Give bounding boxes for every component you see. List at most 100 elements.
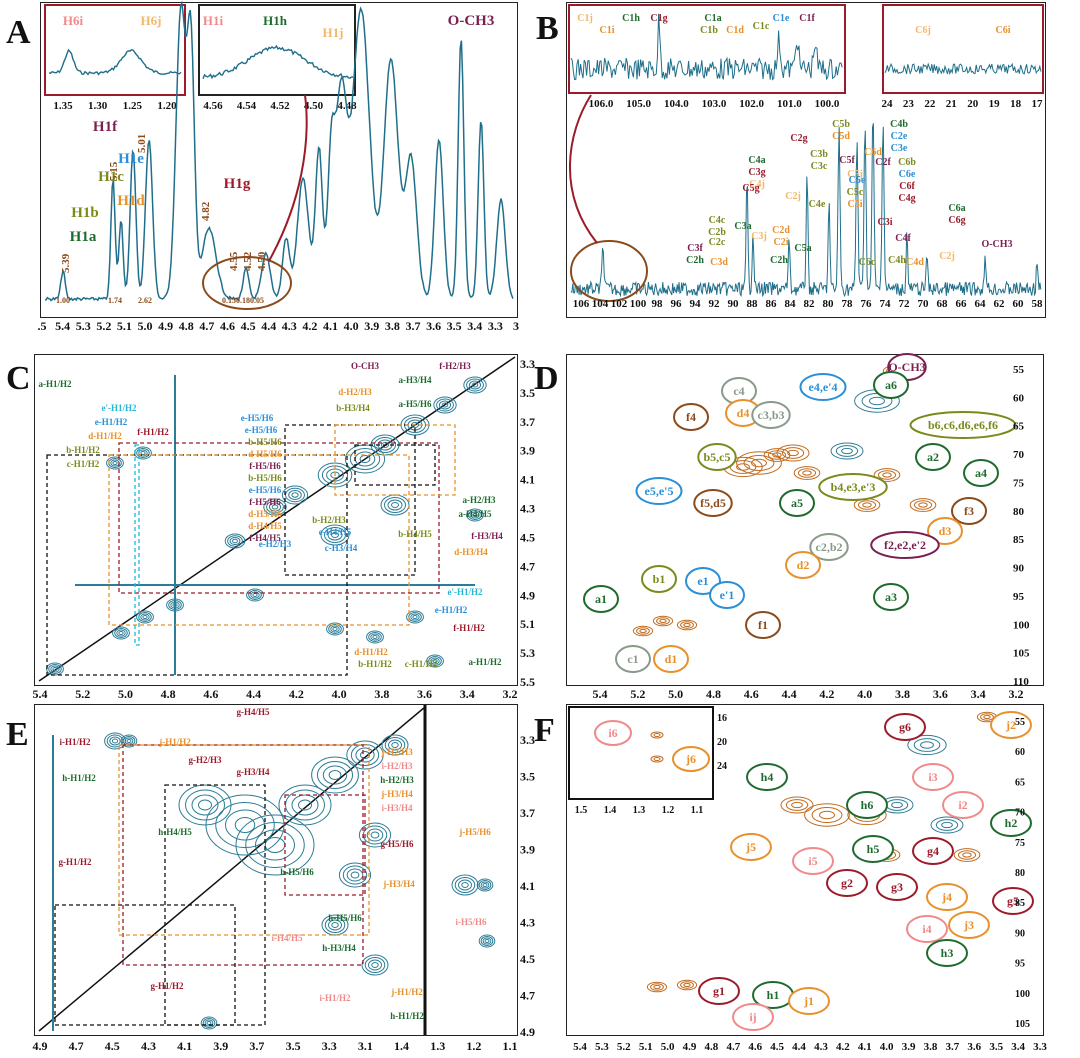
peak-ellipse-6 bbox=[673, 403, 709, 431]
cosy-peak-13-ring-3 bbox=[206, 1021, 212, 1025]
peak-label-7: C3g bbox=[748, 167, 765, 178]
cosy-peak-21-ring-1 bbox=[468, 510, 482, 520]
panel-c-y-tick-8: 4.9 bbox=[520, 588, 535, 602]
cosy-peak-3-ring-1 bbox=[215, 802, 275, 848]
panel-d-svg: O-CH3 a6 e4,e'4 c4 d4 c3,b3 f4 b6,c6,d6,e6,f6 b5… bbox=[583, 353, 1030, 688]
inset-2-frame bbox=[882, 4, 1044, 94]
inset-1-tick-4: 102.0 bbox=[739, 98, 764, 110]
x-tick-12: 82 bbox=[804, 298, 816, 310]
cross-peak-label-36: d-H1/H2 bbox=[354, 647, 388, 657]
panel-a-x-tick-13: 4.2 bbox=[302, 319, 317, 333]
peak-label-16: i4 bbox=[922, 922, 931, 936]
peak-label-6: f4 bbox=[686, 410, 696, 424]
peak-label-13: g5 bbox=[1007, 894, 1019, 908]
panel-f-x-tick-18: 3.6 bbox=[967, 1041, 981, 1053]
cross-peak-label-13: b-H3/H4 bbox=[336, 403, 370, 413]
panel-a-x-tick-22: 3.3 bbox=[488, 319, 503, 333]
panel-f-x-tick-14: 4.0 bbox=[880, 1041, 894, 1053]
inset-1-label-1: C1i bbox=[600, 25, 615, 36]
inset-x-tick-1: 1.4 bbox=[604, 805, 617, 816]
hsqc-peak-5-ring-1 bbox=[885, 799, 909, 811]
cosy-peak-18-ring-2 bbox=[370, 633, 380, 641]
cross-peak-label-17: f-H5/H6 bbox=[249, 461, 281, 471]
cross-peak-label-1: j-H1/H2 bbox=[158, 737, 191, 747]
inset-2-label-1: C6i bbox=[996, 25, 1011, 36]
peak-label-1: C5b bbox=[832, 119, 850, 130]
peak-label-0: C2g bbox=[790, 133, 807, 144]
panel-c-x-tick-8: 3.8 bbox=[374, 687, 389, 701]
cosy-peak-11-ring-1 bbox=[324, 917, 346, 933]
panel-label-a: A bbox=[6, 14, 31, 51]
peak-label-6: C4a bbox=[748, 155, 765, 166]
peak-label-15: C2f bbox=[875, 157, 891, 168]
peak-label-23: C5g bbox=[742, 183, 759, 194]
hsqc-peak-10-ring-1 bbox=[680, 981, 694, 989]
panel-e-x-tick-13: 1.1 bbox=[503, 1039, 518, 1053]
panel-f-x-tick-19: 3.5 bbox=[989, 1041, 1003, 1053]
peak-label-45: O-CH3 bbox=[981, 239, 1012, 250]
x-tick-1: 104 bbox=[592, 298, 609, 310]
inset-1-trace bbox=[570, 13, 843, 81]
hsqc-peak-8-ring-1 bbox=[877, 470, 897, 480]
cross-peak-label-0: a-H1/H2 bbox=[39, 379, 72, 389]
peak-ellipse-15 bbox=[951, 497, 987, 525]
cosy-peak-13-ring-2 bbox=[327, 529, 343, 541]
panel-c-x-tick-10: 3.4 bbox=[460, 687, 475, 701]
inset-1-label-1: H6j bbox=[141, 13, 162, 28]
cosy-peak-14-ring-3 bbox=[461, 882, 469, 888]
x-tick-17: 72 bbox=[899, 298, 911, 310]
cosy-peak-13-ring-2 bbox=[204, 1019, 214, 1027]
cosy-peak-11-ring-0 bbox=[321, 914, 349, 936]
panel-c-y-tick-9: 5.1 bbox=[520, 617, 535, 631]
peak-label-18: g1 bbox=[713, 984, 725, 998]
peak-label-22: C4g bbox=[898, 193, 915, 204]
y-tick-3: 70 bbox=[1013, 449, 1025, 461]
cross-peak-label-28: b-H4/H5 bbox=[398, 529, 432, 539]
cosy-peak-15-ring-3 bbox=[112, 461, 118, 465]
panel-a-x-tick-6: 4.9 bbox=[158, 319, 173, 333]
inset-2-tick-3: 21 bbox=[946, 98, 957, 110]
panel-e-y-tick-6: 4.5 bbox=[520, 952, 535, 966]
cross-peak-label-6: c-H1/H2 bbox=[67, 459, 100, 469]
correlation-box-1 bbox=[108, 454, 410, 626]
y-tick-1: 60 bbox=[1015, 747, 1025, 758]
x-tick-21: 64 bbox=[975, 298, 987, 310]
cosy-peak-20-ring-1 bbox=[428, 656, 442, 666]
cosy-peak-9-ring-1 bbox=[374, 437, 396, 453]
panel-f-x-tick-10: 4.4 bbox=[792, 1041, 806, 1053]
hsqc-peak-12-ring-1 bbox=[656, 617, 670, 625]
cross-peak-label-9: a-H3/H4 bbox=[399, 375, 432, 385]
inset-1-tick-3: 1.20 bbox=[157, 100, 177, 112]
cosy-peak-15-ring-2 bbox=[110, 459, 120, 467]
cosy-peak-12-ring-0 bbox=[361, 954, 389, 976]
cross-peak-label-11: e-H5/H6 bbox=[241, 413, 274, 423]
cosy-peak-3-ring-0 bbox=[205, 794, 285, 856]
cosy-peak-17-ring-1 bbox=[328, 624, 342, 634]
cross-peak-label-7: i-H2/H3 bbox=[382, 761, 413, 771]
hsqc-peak-7-ring-1 bbox=[835, 445, 859, 457]
hsqc-peak-2-ring-2 bbox=[791, 801, 803, 809]
peak-ellipse-14 bbox=[926, 883, 968, 911]
panel-a-x-tick-21: 3.4 bbox=[467, 319, 482, 333]
peak-ellipse-11 bbox=[826, 869, 868, 897]
cosy-peak-17-ring-0 bbox=[326, 622, 344, 636]
hsqc-peak-7-ring-0 bbox=[830, 442, 864, 460]
panel-d-hsqc-spectrum: O-CH3 a6 e4,e'4 c4 d4 c3,b3 f4 b6,c6,d6,e6,f6 b5… bbox=[566, 353, 1044, 688]
peak-label-15: j3 bbox=[963, 918, 974, 932]
hsqc-peak-8-ring-2 bbox=[882, 472, 892, 478]
panel-a-x-tick-20: 3.5 bbox=[447, 319, 462, 333]
panel-e-x-tick-10: 1.4 bbox=[394, 1039, 409, 1053]
peak-ellipse-6 bbox=[990, 809, 1032, 837]
panel-f-svg: i6 j6 1.5 1.4 1.3 1.2 1.1 16 20 24 g6 j2 h4 i3 h6 i2 h2 j… bbox=[568, 706, 1034, 1031]
cosy-peak-12-ring-1 bbox=[364, 957, 386, 973]
cross-peak-label-23: j-H1/H2 bbox=[390, 987, 423, 997]
panel-c-y-tick-1: 3.5 bbox=[520, 386, 535, 400]
hsqc-peak-1-ring-0 bbox=[907, 734, 947, 756]
inset-1-tick-2: 1.25 bbox=[123, 100, 143, 112]
peak-label-17: C5c bbox=[847, 187, 864, 198]
inset-2-tick-2: 22 bbox=[924, 98, 936, 110]
cross-peak-label-6: j-H2/H3 bbox=[380, 747, 413, 757]
peak-ellipse-17 bbox=[870, 531, 940, 559]
panel-e-x-tick-12: 1.2 bbox=[466, 1039, 481, 1053]
peak-label-0: O-CH3 bbox=[888, 360, 925, 374]
